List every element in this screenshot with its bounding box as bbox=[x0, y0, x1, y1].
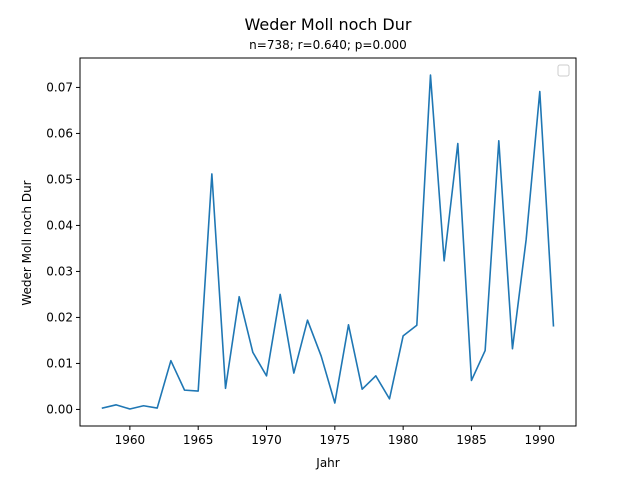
y-axis-label: Weder Moll noch Dur bbox=[20, 180, 34, 305]
x-tick-label: 1970 bbox=[251, 433, 282, 447]
plot-area bbox=[79, 57, 577, 427]
x-tick-label: 1965 bbox=[183, 433, 214, 447]
y-tick-label: 0.07 bbox=[46, 80, 73, 94]
plot-frame bbox=[79, 57, 577, 427]
y-tick-label: 0.04 bbox=[46, 218, 73, 232]
x-tick-label: 1980 bbox=[388, 433, 419, 447]
y-axis: 0.00 0.01 0.02 0.03 0.04 0.05 0.06 0.07 bbox=[46, 80, 80, 416]
chart-subtitle: n=738; r=0.640; p=0.000 bbox=[249, 38, 407, 52]
legend-box bbox=[557, 64, 570, 77]
chart-title: Weder Moll noch Dur bbox=[245, 15, 412, 34]
series-line bbox=[101, 74, 555, 410]
x-tick-label: 1985 bbox=[456, 433, 487, 447]
x-tick-label: 1975 bbox=[320, 433, 351, 447]
series-layer bbox=[101, 74, 555, 410]
x-tick-label: 1990 bbox=[525, 433, 556, 447]
x-tick-label: 1960 bbox=[115, 433, 146, 447]
y-tick-label: 0.02 bbox=[46, 310, 73, 324]
y-tick-label: 0.00 bbox=[46, 402, 73, 416]
y-tick-label: 0.01 bbox=[46, 356, 73, 370]
y-tick-label: 0.05 bbox=[46, 172, 73, 186]
x-axis: 1960 1965 1970 1975 1980 1985 1990 bbox=[115, 426, 555, 447]
y-tick-label: 0.03 bbox=[46, 264, 73, 278]
y-tick-label: 0.06 bbox=[46, 126, 73, 140]
x-axis-label: Jahr bbox=[315, 456, 339, 470]
